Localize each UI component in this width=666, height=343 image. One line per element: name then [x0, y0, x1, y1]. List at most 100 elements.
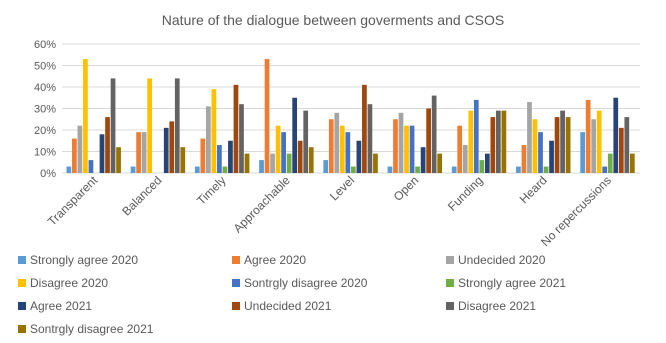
- bar: [130, 166, 136, 173]
- bar: [275, 125, 281, 173]
- bar: [200, 138, 206, 173]
- legend: Strongly agree 2020 Agree 2020 Undecided 2…: [18, 253, 566, 336]
- bar: [404, 125, 409, 173]
- bar: [560, 110, 565, 173]
- bar: [490, 117, 496, 173]
- bar: [169, 121, 175, 173]
- bar: [420, 147, 426, 173]
- gridlines: [62, 43, 640, 174]
- bar: [387, 166, 393, 173]
- y-tick-label: 60%: [34, 39, 56, 51]
- bar: [163, 127, 169, 173]
- bar: [543, 166, 549, 173]
- bar: [457, 125, 463, 173]
- bar: [398, 112, 404, 173]
- legend-label: Strongly agree 2021: [458, 276, 566, 290]
- bar: [585, 99, 591, 173]
- bar: [239, 104, 244, 173]
- bar: [116, 147, 121, 173]
- legend-swatch: [232, 302, 240, 310]
- bar: [180, 147, 186, 173]
- bar: [147, 78, 153, 173]
- bar: [88, 160, 94, 173]
- legend-label: Strongly agree 2020: [30, 253, 138, 267]
- y-tick-label: 30%: [34, 104, 56, 116]
- bar: [367, 104, 373, 173]
- bar: [521, 145, 527, 173]
- bar: [286, 153, 292, 173]
- bar: [591, 119, 597, 173]
- bar: [66, 166, 72, 173]
- x-category-label: Timely: [194, 173, 229, 208]
- bar: [292, 97, 298, 173]
- bar: [297, 140, 303, 173]
- bar: [451, 166, 457, 173]
- bar: [373, 153, 378, 173]
- legend-swatch: [18, 256, 26, 264]
- bar: [538, 132, 543, 173]
- bar: [345, 132, 351, 173]
- bars: [66, 59, 635, 173]
- bar: [437, 153, 443, 173]
- y-axis-ticks: 0% 10% 20% 30% 40% 50% 60%: [34, 39, 56, 180]
- x-category-label: Transparent: [45, 173, 101, 229]
- y-tick-label: 50%: [34, 61, 56, 73]
- x-category-label: Level: [327, 173, 357, 203]
- bar: [607, 153, 613, 173]
- bar: [496, 110, 501, 173]
- bar: [83, 59, 88, 173]
- bar: [565, 117, 571, 173]
- legend-label: Disagree 2020: [30, 276, 108, 290]
- bar: [554, 117, 560, 173]
- bar: [629, 153, 635, 173]
- legend-label: Undecided 2020: [458, 253, 546, 267]
- bar: [174, 78, 180, 173]
- bar: [501, 110, 507, 173]
- bar: [580, 132, 585, 173]
- bar: [141, 132, 147, 173]
- bar: [613, 97, 619, 173]
- legend-swatch: [232, 279, 240, 287]
- x-category-label: Balanced: [119, 173, 164, 218]
- bar: [362, 84, 367, 173]
- y-tick-label: 20%: [34, 125, 56, 137]
- x-category-label: No repercussions: [538, 173, 614, 249]
- bar: [426, 108, 431, 173]
- bar: [527, 102, 532, 173]
- y-tick-label: 10%: [34, 147, 56, 159]
- x-axis-categories: Transparent Balanced Timely Approachable Lev…: [45, 173, 614, 249]
- legend-swatch: [446, 256, 454, 264]
- bar: [222, 166, 228, 173]
- bar: [281, 132, 286, 173]
- bar: [596, 110, 602, 173]
- bar: [484, 153, 490, 173]
- legend-label: Sontrgly disagree 2020: [244, 276, 368, 290]
- bar: [468, 110, 474, 173]
- bar: [549, 140, 554, 173]
- bar: [72, 138, 77, 173]
- y-tick-label: 0%: [40, 168, 56, 180]
- bar: [270, 153, 275, 173]
- x-category-label: Funding: [445, 173, 486, 214]
- legend-label: Disagree 2021: [458, 299, 536, 313]
- legend-label: Agree 2020: [244, 253, 306, 267]
- bar: [328, 119, 334, 173]
- x-category-label: Approachable: [231, 173, 293, 235]
- bar: [479, 160, 485, 173]
- x-category-label: Open: [391, 173, 422, 204]
- bar: [462, 145, 468, 173]
- bar: [351, 166, 356, 173]
- legend-label: Agree 2021: [30, 299, 92, 313]
- bar: [356, 140, 362, 173]
- legend-swatch: [446, 302, 454, 310]
- bar: [532, 119, 538, 173]
- bar: [105, 117, 110, 173]
- bar: [409, 125, 415, 173]
- bar: [323, 160, 329, 173]
- bar: [228, 140, 233, 173]
- bar: [264, 59, 270, 173]
- bar: [303, 110, 309, 173]
- bar: [334, 112, 340, 173]
- legend-label: Undecided 2021: [244, 299, 332, 313]
